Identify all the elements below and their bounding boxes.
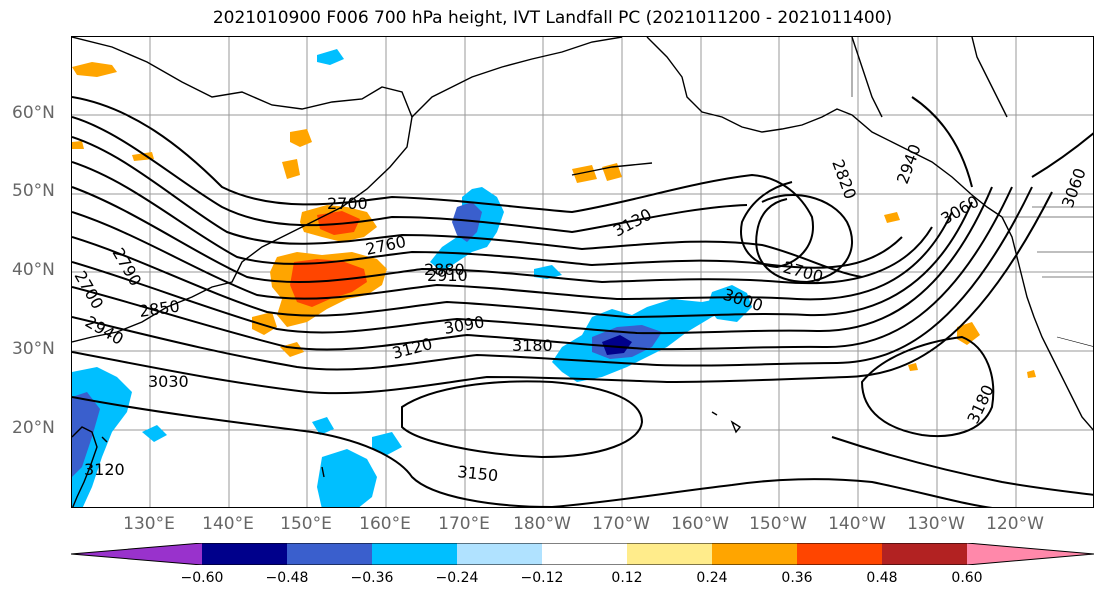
colorbar-segment [287,543,372,565]
contour-label: 3090 [442,312,485,338]
colorbar-svg [70,542,1095,566]
contour-label: 3060 [1058,166,1090,211]
contour-label: 3120 [84,460,125,479]
lon-label-170e: 170°E [438,514,490,534]
colorbar-tick: 0.48 [866,570,898,586]
lat-label-20n: 20°N [12,418,55,438]
map-panel: 2700 2760 2880 2910 3130 2820 2940 3060 … [71,36,1094,508]
contour-label: 2700 [72,268,107,313]
lon-label-150w: 150°W [749,514,807,534]
contour-label: 3120 [390,334,434,363]
lon-label-160w: 160°W [671,514,729,534]
colorbar-tick: −0.48 [265,570,309,586]
colorbar-tick: −0.36 [350,570,394,586]
colorbar-extend-high [967,543,1094,565]
contour-label: 2910 [427,266,468,285]
political-borders [851,37,1093,347]
contour-label: 2940 [893,142,925,187]
contour-label: 2880 [424,260,465,279]
colorbar-segment [542,543,627,565]
height-contours [72,96,1093,507]
map-title: 2021010900 F006 700 hPa height, IVT Land… [212,8,893,28]
contour-label: 2850 [138,296,181,320]
contour-label: 2790 [109,245,146,290]
contour-label: 3150 [457,462,499,485]
colorbar-segment [457,543,542,565]
colorbar-segment [882,543,967,565]
colorbar-tick: −0.12 [520,570,564,586]
contour-label: 2820 [828,157,860,202]
contour-label: 3130 [610,205,655,241]
lat-label-30n: 30°N [12,339,55,359]
lon-label-140e: 140°E [202,514,254,534]
lon-label-170w: 170°W [592,514,650,534]
lat-label-50n: 50°N [12,181,55,201]
colorbar-segment [627,543,712,565]
colorbar-tick: 0.24 [696,570,728,586]
lon-label-140w: 140°W [828,514,886,534]
lon-label-150e: 150°E [280,514,332,534]
colorbar-tick: −0.24 [435,570,479,586]
contour-label: 2760 [364,232,408,259]
colorbar-segment [797,543,882,565]
contour-label: 3180 [512,336,553,355]
colorbar-extend-low [71,543,202,565]
colorbar-tick: 0.12 [611,570,643,586]
lon-label-180w: 180°W [513,514,571,534]
contour-label: 2940 [82,312,127,349]
colorbar-tick: −0.60 [180,570,224,586]
lat-label-40n: 40°N [12,260,55,280]
ivt-positive-shading [72,62,1036,378]
lat-label-60n: 60°N [12,103,55,123]
colorbar-segment [202,543,287,565]
coastlines [72,37,1093,507]
colorbar-segment [712,543,797,565]
map-svg: 2700 2760 2880 2910 3130 2820 2940 3060 … [72,37,1093,507]
lon-label-130w: 130°W [907,514,965,534]
contour-label: 3030 [148,372,189,391]
lon-label-160e: 160°E [359,514,411,534]
colorbar-tick: 0.60 [951,570,983,586]
contour-label: 2700 [327,194,368,213]
colorbar-tick: 0.36 [781,570,813,586]
colorbar [70,542,1095,566]
lon-label-130e: 130°E [123,514,175,534]
colorbar-segment [372,543,457,565]
lon-label-120w: 120°W [986,514,1044,534]
